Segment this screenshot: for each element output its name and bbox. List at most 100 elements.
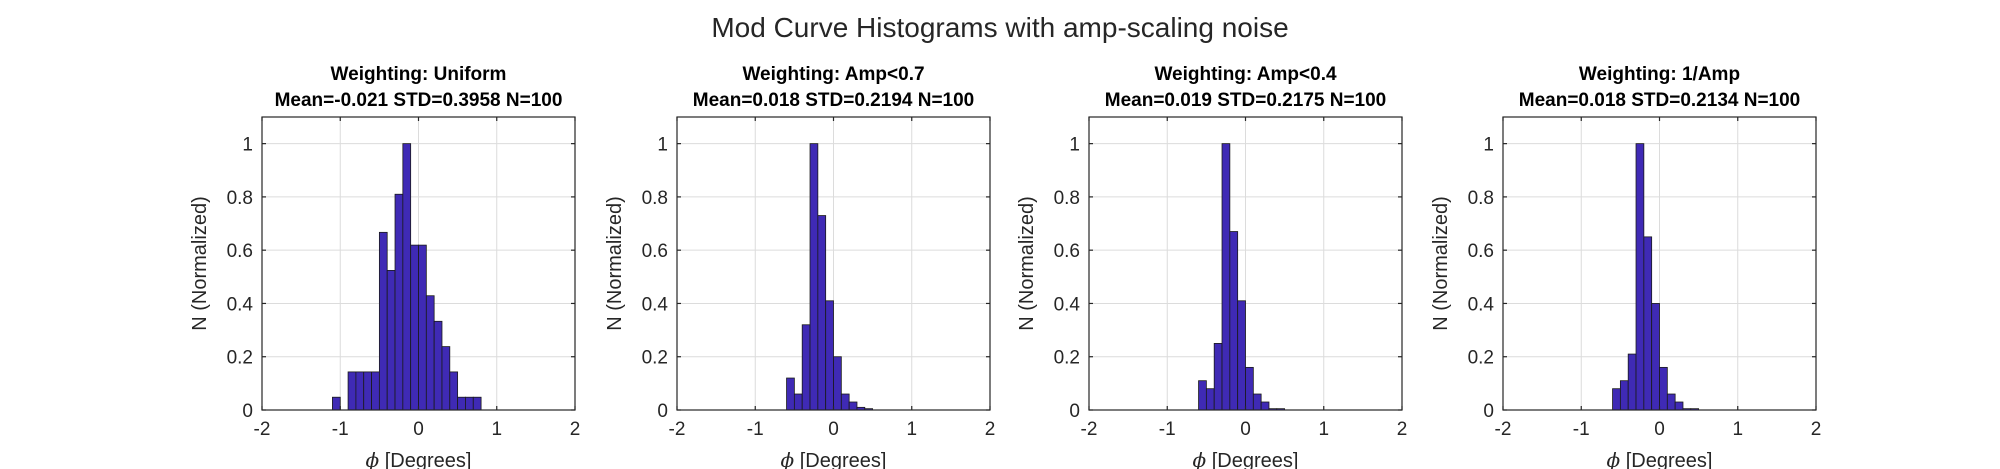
histogram-bar: [449, 371, 459, 411]
y-tick-label: 0.2: [642, 348, 668, 369]
histogram-bar: [1252, 393, 1262, 411]
y-axis-label: N (Normalized): [1016, 196, 1038, 330]
histogram-bar: [378, 231, 388, 411]
histogram-bar: [425, 295, 435, 411]
histogram-bar: [1260, 401, 1270, 411]
y-axis-label: N (Normalized): [189, 196, 211, 330]
histogram-bar: [833, 356, 842, 411]
x-axis-label: ϕ [Degrees]: [1193, 448, 1299, 469]
axes-title: Weighting: 1/Amp: [1579, 64, 1740, 85]
histogram-bar: [472, 396, 482, 411]
x-tick-label: 2: [570, 419, 581, 440]
phi-symbol: ϕ: [366, 448, 380, 469]
x-tick-label: 2: [985, 419, 996, 440]
x-tick-label: -1: [1573, 419, 1590, 440]
histogram-bar: [1651, 303, 1660, 411]
histogram-panel-2: -2 -1 0 1 2 0 0.2 0.4 0.6 0.8 1 Weighting: Amp<0.7 M…: [604, 64, 995, 469]
x-axis-label-text: [Degrees]: [379, 450, 471, 469]
histogram-bar: [1635, 143, 1645, 411]
x-tick-label: -2: [669, 419, 686, 440]
histogram-bar: [465, 396, 474, 411]
histogram-bar: [394, 193, 404, 411]
histogram-bar: [410, 244, 419, 411]
figure-title: Mod Curve Histograms with amp-scaling no…: [711, 12, 1289, 43]
histogram-bar: [347, 371, 357, 411]
histogram-bar: [809, 143, 819, 411]
histogram-bar: [363, 371, 372, 411]
y-tick-label: 0: [1483, 401, 1494, 422]
y-tick-label: 0.6: [1468, 241, 1494, 262]
histogram-bar: [1229, 231, 1239, 411]
histogram-bar: [1612, 388, 1621, 411]
axes-title: Weighting: Amp<0.4: [1154, 64, 1337, 85]
histogram-bar: [1245, 366, 1254, 411]
histogram-bar: [371, 371, 380, 411]
y-tick-label: 0.2: [1468, 348, 1494, 369]
x-axis-label: ϕ [Degrees]: [366, 448, 472, 469]
y-tick-label: 0: [242, 401, 253, 422]
histogram-bar: [1237, 300, 1246, 411]
axes-subtitle: Mean=-0.021 STD=0.3958 N=100: [275, 90, 563, 111]
y-tick-label: 0.6: [642, 241, 668, 262]
y-tick-label: 0.8: [642, 188, 668, 209]
y-axis-label: N (Normalized): [604, 196, 626, 330]
histogram-bar: [1674, 401, 1684, 411]
histogram-bar: [402, 143, 412, 411]
x-tick-label: -1: [747, 419, 764, 440]
y-tick-label: 0.4: [642, 294, 669, 315]
y-tick-label: 0.2: [1054, 348, 1080, 369]
axes-title: Weighting: Amp<0.7: [742, 64, 924, 85]
histogram-bar: [801, 324, 811, 411]
phi-symbol: ϕ: [1193, 448, 1207, 469]
x-tick-label: 1: [1318, 419, 1329, 440]
x-tick-label: 0: [1240, 419, 1251, 440]
x-tick-label: 1: [906, 419, 917, 440]
x-axis-label-text: [Degrees]: [1620, 450, 1712, 469]
histogram-bar: [1221, 143, 1231, 411]
x-tick-label: 2: [1397, 419, 1408, 440]
x-tick-label: 1: [1732, 419, 1743, 440]
phi-symbol: ϕ: [1607, 448, 1621, 469]
y-axis-label: N (Normalized): [1430, 196, 1452, 330]
histogram-bar: [441, 346, 451, 411]
y-tick-label: 1: [657, 135, 668, 156]
x-tick-label: -1: [1159, 419, 1176, 440]
histogram-bar: [1659, 366, 1668, 411]
histogram-bar: [332, 396, 341, 411]
histogram-bar: [1666, 393, 1676, 411]
y-tick-label: 0.6: [227, 241, 253, 262]
histogram-bar: [1627, 353, 1637, 411]
y-tick-label: 0.4: [1468, 294, 1495, 315]
x-tick-label: 0: [413, 419, 424, 440]
histogram-bar: [817, 215, 827, 411]
y-tick-label: 0: [1069, 401, 1080, 422]
histogram-panel-3: -2 -1 0 1 2 0 0.2 0.4 0.6 0.8 1 Weighting: Amp<0.4 M…: [1016, 64, 1407, 469]
y-tick-label: 1: [242, 135, 253, 156]
x-axis-label-text: [Degrees]: [794, 450, 886, 469]
histogram-bar: [1213, 343, 1223, 411]
histogram-bar: [433, 320, 443, 411]
x-tick-label: 0: [828, 419, 839, 440]
x-axis-label: ϕ [Degrees]: [1607, 448, 1713, 469]
histogram-bar: [355, 371, 365, 411]
histogram-bar: [825, 300, 834, 411]
histogram-bar: [1198, 380, 1207, 411]
histogram-bar: [840, 393, 850, 411]
y-tick-label: 0.6: [1054, 241, 1080, 262]
y-tick-label: 1: [1483, 135, 1494, 156]
x-tick-label: -1: [332, 419, 349, 440]
phi-symbol: ϕ: [781, 448, 795, 469]
axes-title: Weighting: Uniform: [331, 64, 507, 85]
histogram-panel-1: -2 -1 0 1 2 0 0.2 0.4 0.6 0.8 1 Weighting: Uniform M…: [189, 64, 580, 469]
histogram-bar: [848, 401, 858, 411]
y-tick-label: 0.4: [1054, 294, 1081, 315]
x-tick-label: -2: [1081, 419, 1098, 440]
x-tick-label: 1: [491, 419, 502, 440]
histogram-bar: [786, 377, 795, 411]
y-tick-label: 0.8: [1468, 188, 1494, 209]
histogram-bar: [457, 396, 466, 411]
x-tick-label: -2: [1495, 419, 1512, 440]
histogram-bar: [1619, 380, 1629, 411]
